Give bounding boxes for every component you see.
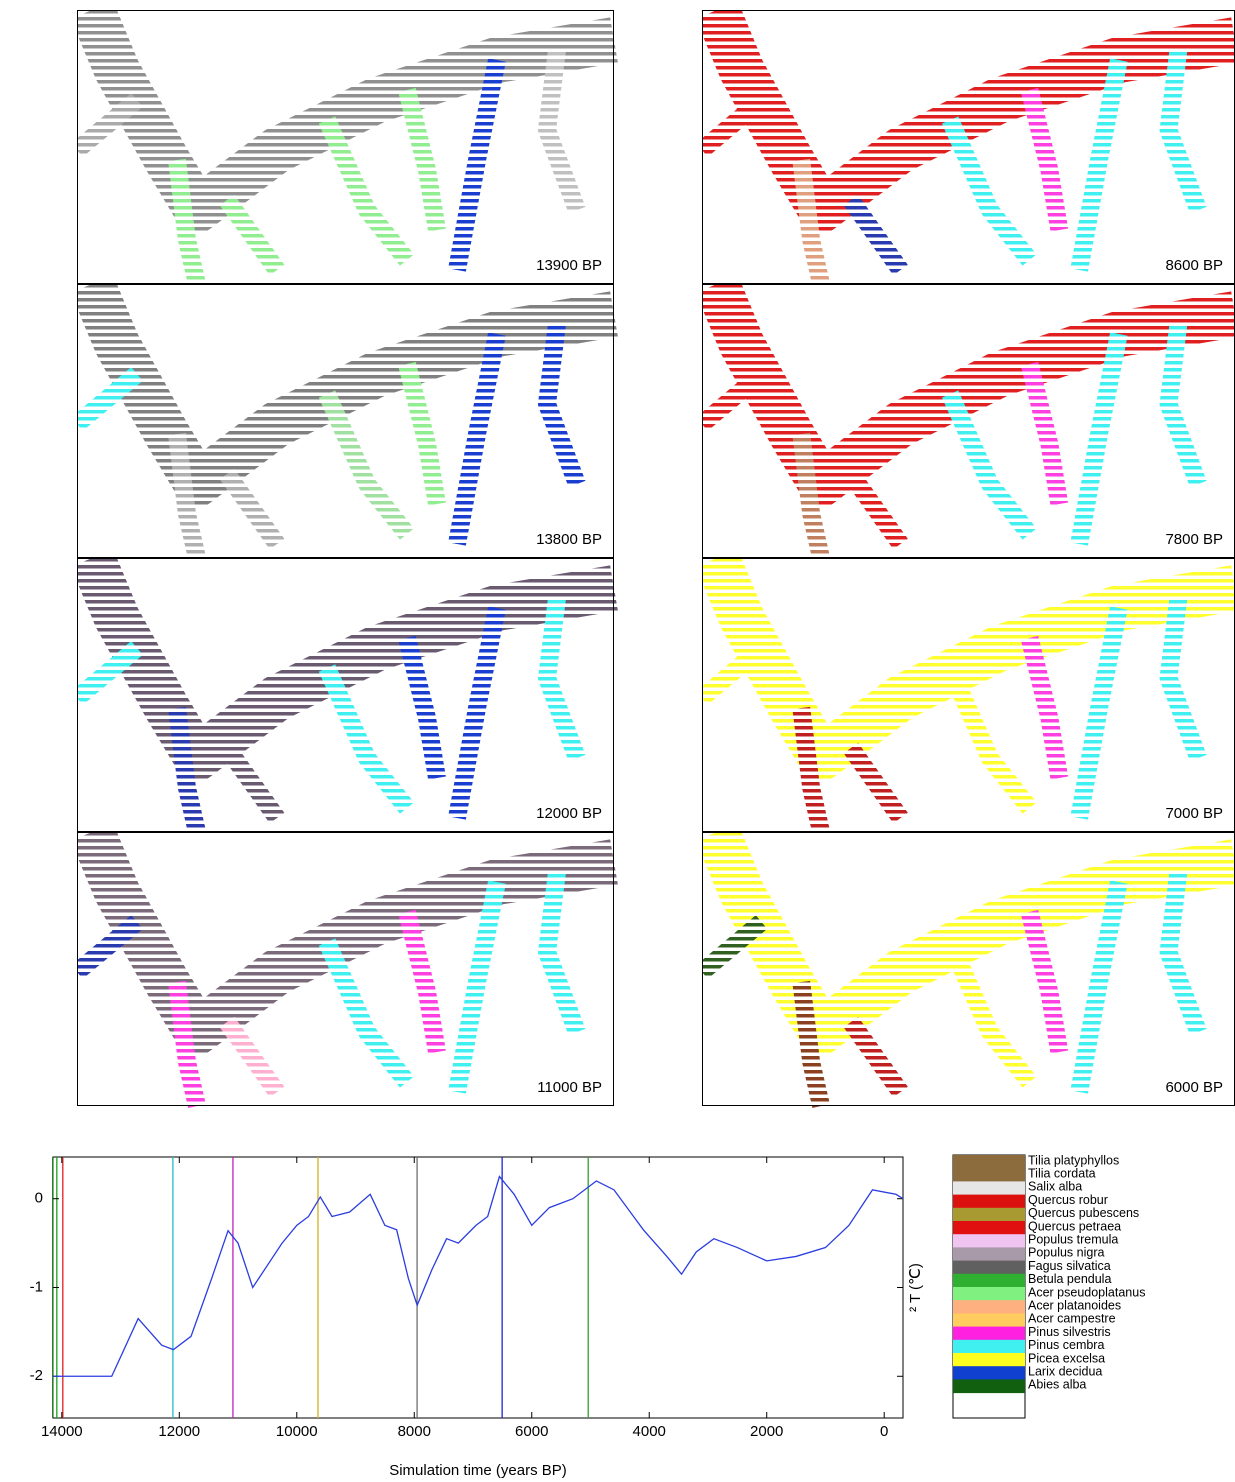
- legend-label: Pinus cembra: [1028, 1338, 1104, 1352]
- legend-swatch: [953, 1261, 1025, 1275]
- legend-swatch: [953, 1221, 1025, 1235]
- map-panel: 11000 BP: [77, 832, 614, 1106]
- x-axis-label: Simulation time (years BP): [389, 1462, 567, 1479]
- map-panel: 13900 BP: [77, 10, 614, 284]
- y-tick-label: -2: [30, 1367, 43, 1384]
- plot-area: [53, 1157, 903, 1418]
- legend-label: Salix alba: [1028, 1180, 1082, 1194]
- panel-label: 13900 BP: [536, 257, 602, 274]
- x-tick-label: 10000: [276, 1423, 318, 1440]
- legend-label: Picea excelsa: [1028, 1351, 1105, 1365]
- legend-swatch: [953, 1313, 1025, 1327]
- x-tick-label: 6000: [515, 1423, 548, 1440]
- legend-label: Quercus pubescens: [1028, 1206, 1139, 1220]
- legend-label: Acer campestre: [1028, 1312, 1116, 1326]
- panel-label: 13800 BP: [536, 531, 602, 548]
- panel-label: 8600 BP: [1165, 257, 1223, 274]
- map-panel: 13800 BP: [77, 284, 614, 558]
- x-tick-label: 8000: [398, 1423, 431, 1440]
- figure: 13900 BP 13800 BP 12000 BP 11000 BP 8600 BP 7…: [0, 0, 1235, 1482]
- legend-label: Acer pseudoplatanus: [1028, 1285, 1145, 1299]
- x-tick-label: 4000: [633, 1423, 666, 1440]
- x-tick-label: 0: [880, 1423, 888, 1440]
- legend-swatch: [953, 1353, 1025, 1367]
- legend-label: Betula pendula: [1028, 1272, 1111, 1286]
- legend-swatch: [953, 1168, 1025, 1182]
- legend-swatch: [953, 1234, 1025, 1248]
- panel-label: 7000 BP: [1165, 805, 1223, 822]
- legend-label: Pinus silvestris: [1028, 1325, 1111, 1339]
- y-axis-label: ² T (℃): [907, 1263, 924, 1312]
- legend-swatch: [953, 1181, 1025, 1195]
- legend-swatch: [953, 1300, 1025, 1314]
- y-tick-label: -1: [30, 1278, 43, 1295]
- map-panel: 6000 BP: [702, 832, 1235, 1106]
- panel-label: 12000 BP: [536, 805, 602, 822]
- legend-swatch: [953, 1366, 1025, 1380]
- map-panel: 7800 BP: [702, 284, 1235, 558]
- panel-label: 6000 BP: [1165, 1079, 1223, 1096]
- legend-label: Fagus silvatica: [1028, 1259, 1111, 1273]
- legend-label: Tilia platyphyllos: [1028, 1153, 1119, 1167]
- legend-label: Acer platanoides: [1028, 1298, 1121, 1312]
- legend-swatch: [953, 1195, 1025, 1209]
- legend-label: Larix decidua: [1028, 1364, 1102, 1378]
- legend-label: Quercus petraea: [1028, 1219, 1121, 1233]
- y-tick-label: 0: [35, 1190, 43, 1207]
- legend-label: Populus nigra: [1028, 1246, 1104, 1260]
- map-panel: 7000 BP: [702, 558, 1235, 832]
- map-panel: 8600 BP: [702, 10, 1235, 284]
- panel-label: 11000 BP: [537, 1079, 602, 1096]
- legend-swatch: [953, 1287, 1025, 1301]
- legend-label: Abies alba: [1028, 1378, 1086, 1392]
- legend-swatch: [953, 1274, 1025, 1288]
- legend-label: Tilia cordata: [1028, 1166, 1096, 1180]
- panel-label: 7800 BP: [1165, 531, 1223, 548]
- map-panel: 12000 BP: [77, 558, 614, 832]
- legend-swatch: [953, 1327, 1025, 1341]
- x-tick-label: 12000: [158, 1423, 200, 1440]
- legend-swatch: [953, 1247, 1025, 1261]
- x-tick-label: 14000: [41, 1423, 83, 1440]
- legend-swatch: [953, 1379, 1025, 1393]
- legend-label: Quercus robur: [1028, 1193, 1108, 1207]
- x-tick-label: 2000: [750, 1423, 783, 1440]
- legend-swatch: [953, 1155, 1025, 1169]
- legend-swatch: [953, 1340, 1025, 1354]
- legend-swatch: [953, 1208, 1025, 1222]
- legend-label: Populus tremula: [1028, 1232, 1118, 1246]
